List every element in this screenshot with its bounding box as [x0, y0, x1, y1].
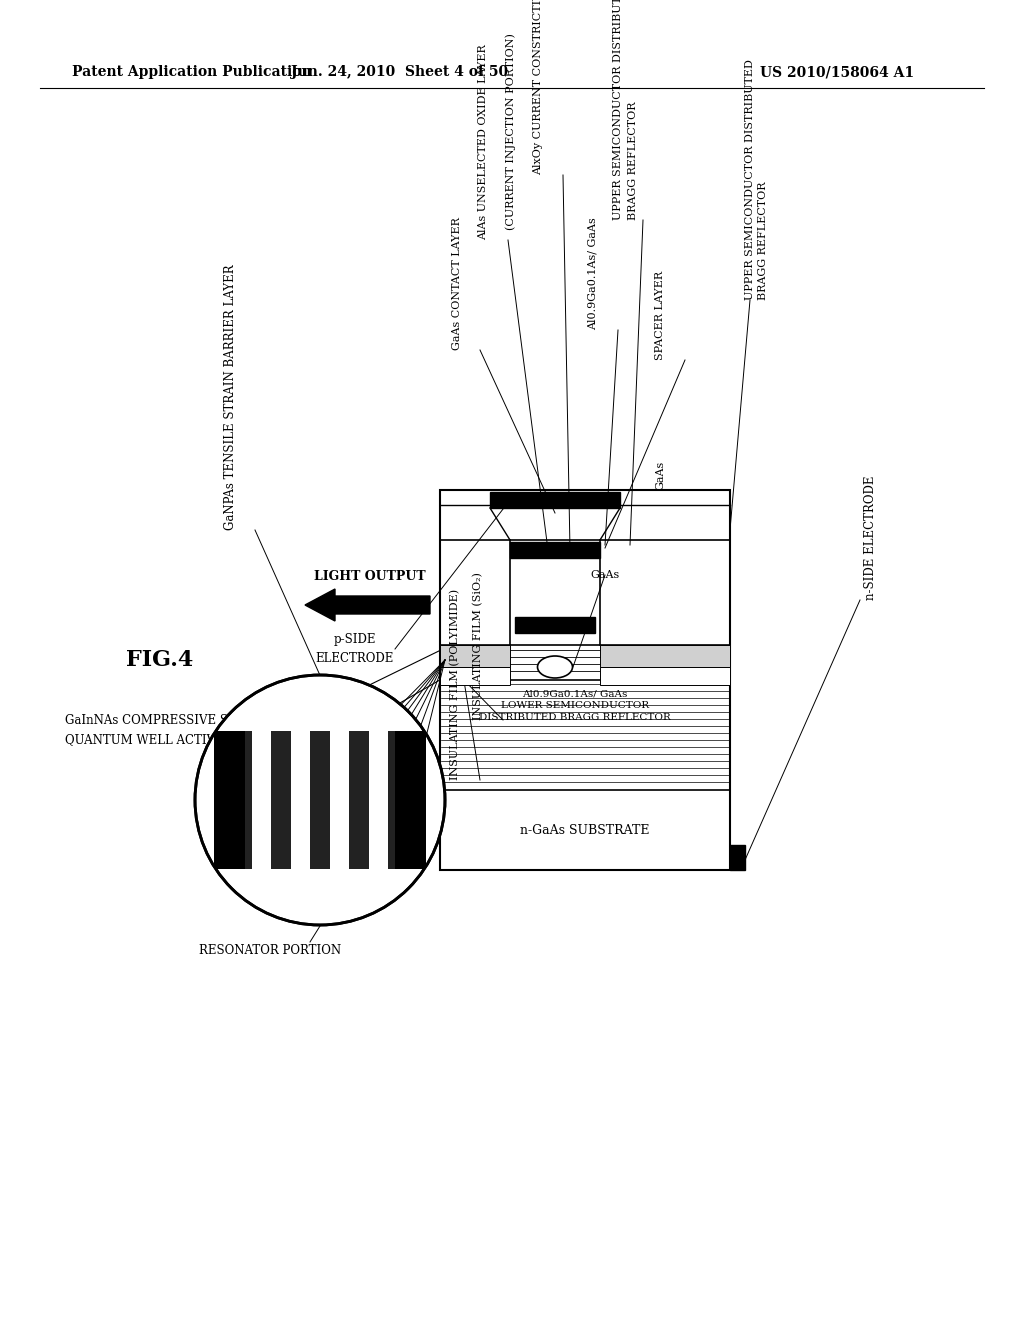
- Text: GaAs: GaAs: [590, 570, 620, 579]
- Text: GaAs: GaAs: [655, 461, 665, 490]
- Bar: [490, 492, 620, 508]
- Text: Patent Application Publication: Patent Application Publication: [72, 65, 311, 79]
- Bar: [440, 645, 510, 667]
- Text: LOWER SEMICONDUCTOR: LOWER SEMICONDUCTOR: [501, 701, 649, 710]
- Text: US 2010/158064 A1: US 2010/158064 A1: [760, 65, 914, 79]
- Text: (CURRENT INJECTION PORTION): (CURRENT INJECTION PORTION): [506, 33, 516, 230]
- Ellipse shape: [538, 656, 572, 678]
- Text: FIG.4: FIG.4: [126, 649, 194, 671]
- Text: n-SIDE ELECTRODE: n-SIDE ELECTRODE: [863, 475, 877, 601]
- Text: AlxOy CURRENT CONSTRICTIVE PORTION: AlxOy CURRENT CONSTRICTIVE PORTION: [534, 0, 543, 176]
- Polygon shape: [291, 731, 310, 869]
- Text: DISTRIBUTED BRAGG REFLECTOR: DISTRIBUTED BRAGG REFLECTOR: [479, 714, 671, 722]
- Bar: [440, 490, 730, 870]
- Polygon shape: [252, 731, 271, 869]
- Bar: [515, 616, 595, 634]
- Text: n-GaAs SUBSTRATE: n-GaAs SUBSTRATE: [520, 824, 650, 837]
- Text: RESONATOR PORTION: RESONATOR PORTION: [199, 944, 341, 957]
- Polygon shape: [232, 731, 252, 869]
- Text: UPPER SEMICONDUCTOR DISTRIBUTED: UPPER SEMICONDUCTOR DISTRIBUTED: [745, 59, 755, 300]
- Polygon shape: [388, 731, 408, 869]
- Text: Jun. 24, 2010  Sheet 4 of 50: Jun. 24, 2010 Sheet 4 of 50: [292, 65, 509, 79]
- Text: GaNPAs TENSILE STRAIN BARRIER LAYER: GaNPAs TENSILE STRAIN BARRIER LAYER: [223, 264, 237, 531]
- Text: UPPER SEMICONDUCTOR DISTRIBUTED: UPPER SEMICONDUCTOR DISTRIBUTED: [613, 0, 623, 220]
- Polygon shape: [349, 731, 369, 869]
- Text: p-SIDE: p-SIDE: [334, 634, 376, 647]
- Text: BRAGG REFLECTOR: BRAGG REFLECTOR: [628, 102, 638, 220]
- Text: ELECTRODE: ELECTRODE: [315, 652, 394, 664]
- Text: Al0.9Ga0.1As/ GaAs: Al0.9Ga0.1As/ GaAs: [522, 689, 628, 698]
- Bar: [730, 845, 745, 870]
- Polygon shape: [395, 731, 426, 869]
- Bar: [440, 667, 510, 685]
- Text: GaInNAs COMPRESSIVE STRAIN: GaInNAs COMPRESSIVE STRAIN: [65, 714, 268, 726]
- Circle shape: [195, 675, 445, 925]
- Text: QUANTUM WELL ACTIVE LAYER: QUANTUM WELL ACTIVE LAYER: [65, 734, 268, 747]
- Bar: [510, 543, 600, 558]
- Text: INSULATING FILM (POLYIMIDE): INSULATING FILM (POLYIMIDE): [450, 589, 460, 780]
- Text: GaAs CONTACT LAYER: GaAs CONTACT LAYER: [452, 216, 462, 350]
- Text: LIGHT OUTPUT: LIGHT OUTPUT: [314, 570, 426, 583]
- Text: BRAGG REFLECTOR: BRAGG REFLECTOR: [758, 181, 768, 300]
- Bar: [600, 645, 730, 667]
- Polygon shape: [310, 731, 330, 869]
- FancyArrow shape: [305, 589, 430, 620]
- Polygon shape: [271, 731, 291, 869]
- Text: SPACER LAYER: SPACER LAYER: [655, 271, 665, 360]
- Text: Al0.9Ga0.1As/ GaAs: Al0.9Ga0.1As/ GaAs: [588, 218, 598, 330]
- Text: AlAs UNSELECTED OXIDE LAYER: AlAs UNSELECTED OXIDE LAYER: [478, 45, 488, 240]
- Polygon shape: [330, 731, 349, 869]
- Polygon shape: [369, 731, 388, 869]
- Polygon shape: [214, 731, 245, 869]
- Bar: [600, 667, 730, 685]
- Text: INSULATING FILM (SiO₂): INSULATING FILM (SiO₂): [473, 572, 483, 719]
